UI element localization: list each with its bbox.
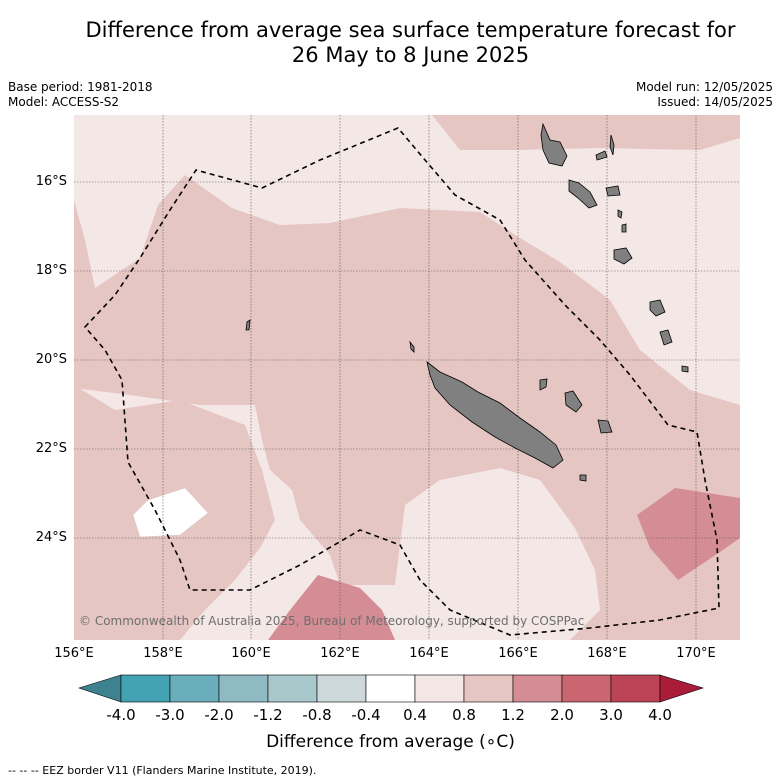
anomaly-zone-warm-east bbox=[637, 488, 740, 580]
colorbar-segment bbox=[414, 674, 465, 703]
colorbar-tick-label: -1.2 bbox=[253, 706, 283, 724]
colorbar-title: Difference from average (∘C) bbox=[266, 732, 515, 752]
vanuatu-espiritu-santo bbox=[540, 122, 568, 167]
model-name: Model: ACCESS-S2 bbox=[8, 95, 120, 109]
anomaly-zone-warm-south bbox=[268, 575, 395, 640]
colorbar-tick-label: 0.4 bbox=[403, 706, 427, 724]
colorbar-under-arrow bbox=[78, 674, 122, 703]
colorbar-tick-label: 1.2 bbox=[501, 706, 525, 724]
vanuatu-island bbox=[609, 134, 615, 156]
sst-anomaly-field bbox=[74, 115, 740, 640]
title-line-2: 26 May to 8 June 2025 bbox=[291, 43, 530, 67]
lon-label: 156°E bbox=[54, 646, 94, 661]
colorbar-tick-label: 0.8 bbox=[452, 706, 476, 724]
issued-date: Issued: 14/05/2025 bbox=[657, 95, 773, 109]
lat-label: 24°S bbox=[35, 530, 67, 545]
eez-border bbox=[83, 127, 720, 636]
colorbar-tick-label: 3.0 bbox=[599, 706, 623, 724]
colorbar-tick-label: 4.0 bbox=[648, 706, 672, 724]
colorbar-tick-label: -2.0 bbox=[204, 706, 234, 724]
eez-footnote: -- -- -- EEZ border V11 (Flanders Marine… bbox=[8, 764, 317, 777]
colorbar bbox=[78, 674, 705, 703]
loyalty-mare bbox=[597, 419, 613, 434]
lon-label: 164°E bbox=[409, 646, 449, 661]
anomaly-zone-mid bbox=[74, 175, 740, 640]
model-run: Model run: 12/05/2025 bbox=[635, 80, 773, 94]
chesterfield-island bbox=[245, 319, 251, 331]
vanuatu-malakula bbox=[568, 179, 598, 209]
colorbar-segment bbox=[561, 674, 612, 703]
title-line-1: Difference from average sea surface temp… bbox=[85, 18, 736, 42]
lon-label: 170°E bbox=[676, 646, 716, 661]
loyalty-lifou bbox=[564, 390, 583, 413]
small-island bbox=[409, 340, 415, 353]
colorbar-tick-label: 2.0 bbox=[550, 706, 574, 724]
colorbar-over-arrow bbox=[659, 674, 705, 703]
colorbar-segment bbox=[267, 674, 318, 703]
loyalty-island bbox=[649, 299, 666, 317]
colorbar-segment bbox=[169, 674, 220, 703]
map-title: Difference from average sea surface temp… bbox=[40, 18, 781, 68]
colorbar-segment bbox=[365, 674, 416, 703]
lon-label: 160°E bbox=[231, 646, 271, 661]
anomaly-zone-mid-north bbox=[432, 115, 740, 150]
isle-of-pines bbox=[579, 474, 587, 482]
colorbar-tick-label: -4.0 bbox=[106, 706, 136, 724]
loyalty-island bbox=[659, 329, 673, 346]
landmasses bbox=[245, 122, 689, 482]
island bbox=[681, 365, 689, 373]
colorbar-segment bbox=[218, 674, 269, 703]
lon-label: 168°E bbox=[587, 646, 627, 661]
base-period: Base period: 1981-2018 bbox=[8, 80, 153, 94]
colorbar-segment bbox=[463, 674, 514, 703]
small-island bbox=[617, 209, 623, 219]
colorbar-segment bbox=[512, 674, 563, 703]
colorbar-tick-label: -0.8 bbox=[302, 706, 332, 724]
copyright-notice: © Commonwealth of Australia 2025, Bureau… bbox=[79, 614, 585, 628]
ouvea bbox=[539, 378, 548, 391]
colorbar-segment bbox=[120, 674, 171, 703]
lon-label: 162°E bbox=[320, 646, 360, 661]
lon-label: 158°E bbox=[143, 646, 183, 661]
vanuatu-island bbox=[595, 150, 608, 161]
anomaly-zone-neutral bbox=[132, 487, 209, 538]
new-caledonia bbox=[426, 361, 564, 469]
vanuatu-efate bbox=[605, 185, 621, 197]
lon-label: 166°E bbox=[498, 646, 538, 661]
lat-label: 22°S bbox=[35, 441, 67, 456]
vanuatu-tanna bbox=[613, 247, 633, 265]
graticule bbox=[74, 115, 740, 640]
colorbar-tick-label: -0.4 bbox=[351, 706, 381, 724]
small-island bbox=[621, 223, 627, 233]
model-info: Base period: 1981-2018 Model: ACCESS-S2 bbox=[8, 80, 153, 110]
lat-label: 20°S bbox=[35, 352, 67, 367]
lat-label: 18°S bbox=[35, 263, 67, 278]
colorbar-segment bbox=[610, 674, 661, 703]
lat-label: 16°S bbox=[35, 174, 67, 189]
colorbar-tick-label: -3.0 bbox=[155, 706, 185, 724]
colorbar-segment bbox=[316, 674, 367, 703]
run-info: Model run: 12/05/2025 Issued: 14/05/2025 bbox=[636, 80, 773, 110]
